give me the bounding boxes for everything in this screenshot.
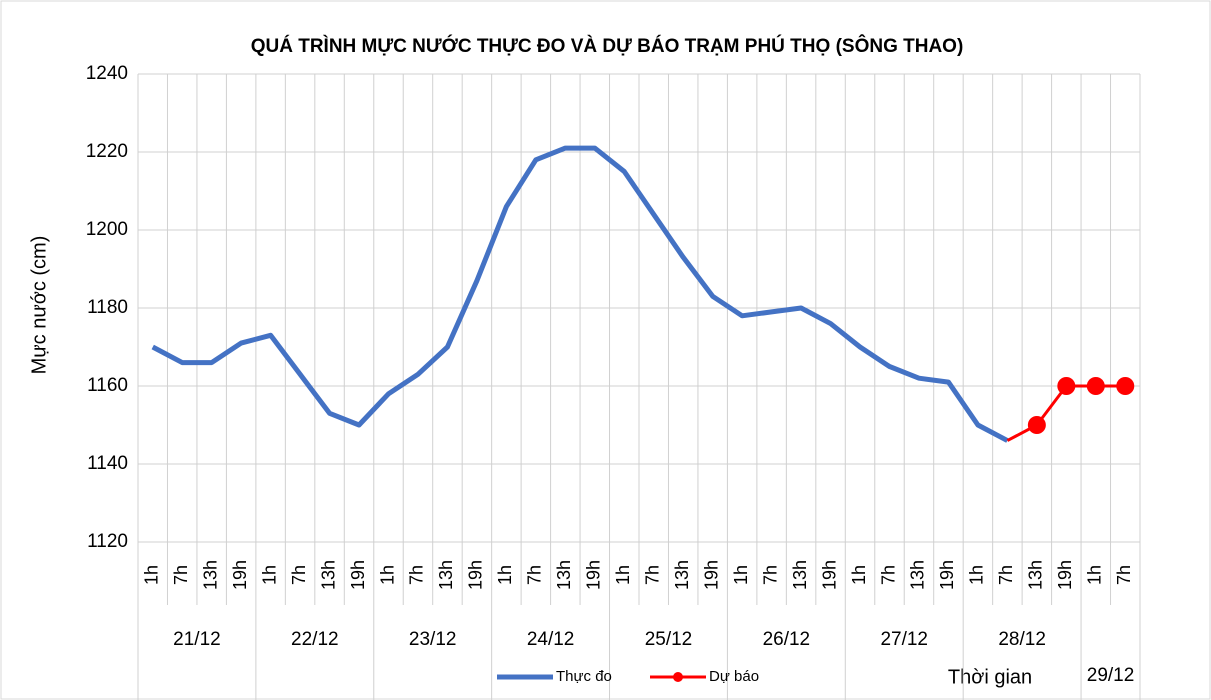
x-tick-label: 19h bbox=[348, 560, 368, 590]
x-tick-label: 13h bbox=[554, 560, 574, 590]
x-tick-label: 19h bbox=[937, 560, 957, 590]
x-group-label: 22/12 bbox=[291, 629, 339, 650]
x-tick-label: 1h bbox=[849, 565, 869, 585]
y-tick-label: 1120 bbox=[87, 531, 128, 552]
x-tick-label: 7h bbox=[878, 565, 898, 585]
x-tick-label: 1h bbox=[377, 565, 397, 585]
x-group-label: 23/12 bbox=[409, 629, 457, 650]
x-tick-label: 13h bbox=[318, 560, 338, 590]
x-tick-label: 19h bbox=[819, 560, 839, 590]
y-tick-label: 1200 bbox=[86, 219, 128, 240]
x-tick-label: 13h bbox=[908, 560, 928, 590]
x-tick-label: 1h bbox=[967, 565, 987, 585]
series-marker bbox=[1027, 416, 1046, 434]
legend-label: Dự báo bbox=[709, 668, 759, 685]
x-tick-label: 7h bbox=[525, 565, 545, 585]
y-tick-label: 1240 bbox=[86, 63, 128, 84]
x-tick-label: 13h bbox=[790, 560, 810, 590]
x-group-label: 26/12 bbox=[763, 629, 811, 650]
x-tick-label: 1h bbox=[259, 565, 279, 585]
x-tick-label: 19h bbox=[466, 560, 486, 590]
y-tick-label: 1180 bbox=[87, 297, 128, 318]
series-line bbox=[151, 145, 1009, 443]
x-group-label: 27/12 bbox=[880, 629, 928, 650]
y-tick-label: 1140 bbox=[87, 453, 128, 474]
y-tick-label: 1220 bbox=[86, 141, 128, 162]
x-group-label: 24/12 bbox=[527, 629, 575, 650]
chart-title: QUÁ TRÌNH MỰC NƯỚC THỰC ĐO VÀ DỰ BÁO TRẠ… bbox=[251, 35, 964, 57]
x-tick-label: 1h bbox=[495, 565, 515, 585]
x-tick-label: 19h bbox=[701, 560, 721, 590]
x-tick-label: 13h bbox=[436, 560, 456, 590]
x-group-label: 28/12 bbox=[998, 629, 1046, 650]
x-tick-label: 1h bbox=[731, 565, 751, 585]
x-tick-label: 1h bbox=[613, 565, 633, 585]
x-tick-label: 7h bbox=[407, 565, 427, 585]
x-tick-label: 7h bbox=[289, 565, 309, 585]
series-marker bbox=[1116, 377, 1135, 395]
x-tick-label: 19h bbox=[1055, 560, 1075, 590]
x-tick-label: 7h bbox=[996, 565, 1016, 585]
x-tick-label: 7h bbox=[171, 565, 191, 585]
x-tick-label: 1h bbox=[141, 565, 161, 585]
x-group-label: 29/12 bbox=[1087, 665, 1135, 686]
y-axis-label: Mực nước (cm) bbox=[28, 236, 50, 375]
x-group-label: 21/12 bbox=[173, 629, 221, 650]
y-tick-label: 1160 bbox=[87, 375, 128, 396]
x-tick-label: 19h bbox=[230, 560, 250, 590]
x-tick-label: 7h bbox=[760, 565, 780, 585]
series-marker bbox=[1057, 377, 1076, 395]
series-marker bbox=[1086, 377, 1105, 395]
x-group-label: 25/12 bbox=[645, 629, 693, 650]
x-tick-label: 13h bbox=[672, 560, 692, 590]
x-tick-label: 13h bbox=[1026, 560, 1046, 590]
legend-marker bbox=[673, 672, 683, 682]
x-tick-label: 7h bbox=[1114, 565, 1134, 585]
x-tick-label: 7h bbox=[642, 565, 662, 585]
x-tick-label: 1h bbox=[1085, 565, 1105, 585]
x-tick-label: 13h bbox=[200, 560, 220, 590]
x-axis-label: Thời gian bbox=[948, 666, 1032, 688]
x-tick-label: 19h bbox=[584, 560, 604, 590]
legend-label: Thực đo bbox=[556, 668, 612, 685]
